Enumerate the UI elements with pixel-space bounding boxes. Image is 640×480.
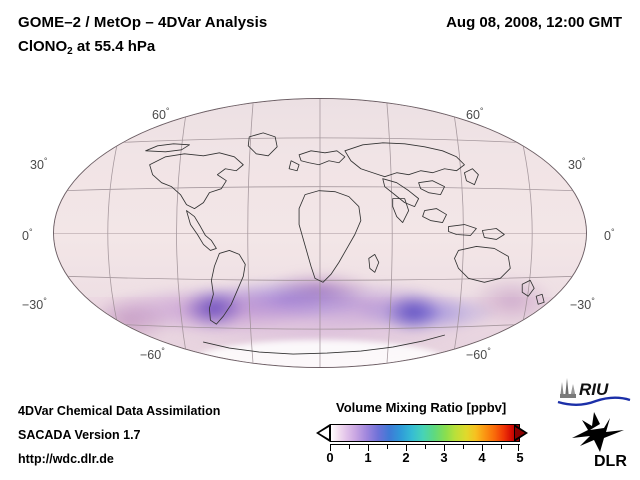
colorbar-gradient	[330, 424, 520, 442]
colorbar	[316, 423, 528, 445]
lat-label-left-30s: −30°	[22, 296, 47, 313]
lat-label-right-30s: −30°	[570, 296, 595, 313]
riu-wave-icon	[557, 396, 631, 406]
page-title: GOME–2 / MetOp – 4DVar Analysis	[18, 14, 268, 31]
lat-label-right-0: 0°	[604, 227, 615, 244]
colorbar-tick-label: 2	[402, 450, 410, 465]
colorbar-tick-label: 0	[326, 450, 334, 465]
colorbar-tick-minor	[425, 445, 427, 449]
colorbar-tick-major	[518, 445, 520, 451]
colorbar-tick-minor	[349, 445, 351, 449]
graticule-layer	[54, 99, 586, 367]
colorbar-axis	[330, 444, 520, 451]
colorbar-tick-minor	[501, 445, 503, 449]
species-title: ClONO2 at 55.4 hPa	[18, 38, 156, 57]
colorbar-tick-minor	[463, 445, 465, 449]
globe-clip	[54, 99, 586, 367]
colorbar-extend-min-arrow	[316, 424, 330, 442]
dlr-mark-icon	[572, 412, 624, 452]
riu-logo: RIU	[557, 378, 631, 406]
colorbar-tick-label: 4	[478, 450, 486, 465]
colorbar-tick-major	[330, 445, 332, 451]
species-level: at 55.4 hPa	[72, 38, 156, 55]
colorbar-title: Volume Mixing Ratio [ppbv]	[336, 400, 507, 415]
colorbar-tick-major	[444, 445, 446, 451]
timestamp: Aug 08, 2008, 12:00 GMT	[446, 14, 622, 31]
lat-label-right-60n: 60°	[466, 106, 484, 123]
data-blob-indian-ocean	[383, 291, 443, 333]
lat-label-right-60s: −60°	[466, 346, 491, 363]
colorbar-tick-major	[482, 445, 484, 451]
lat-label-left-0: 0°	[22, 227, 33, 244]
mollweide-globe	[53, 98, 587, 368]
colorbar-extend-max-arrow	[514, 424, 528, 442]
lat-label-left-30n: 30°	[30, 156, 48, 173]
colorbar-tick-major	[406, 445, 408, 451]
lat-label-right-30n: 30°	[568, 156, 586, 173]
species-subscript: 2	[67, 46, 73, 57]
colorbar-tick-label: 1	[364, 450, 372, 465]
colorbar-tick-label: 5	[516, 450, 524, 465]
colorbar-tick-minor	[387, 445, 389, 449]
footer-line-assimilation: 4DVar Chemical Data Assimilation	[18, 404, 221, 418]
colorbar-tick-label: 3	[440, 450, 448, 465]
footer-line-url: http://wdc.dlr.de	[18, 452, 114, 466]
map-vector-layer	[54, 99, 586, 367]
riu-spire-icon	[560, 378, 576, 398]
species-name: ClONO	[18, 38, 68, 55]
footer-line-version: SACADA Version 1.7	[18, 428, 141, 442]
colorbar-tick-major	[368, 445, 370, 451]
coastline-layer	[145, 132, 545, 355]
dlr-wordmark: DLR	[594, 453, 627, 470]
lat-label-left-60s: −60°	[140, 346, 165, 363]
riu-wordmark: RIU	[579, 380, 609, 399]
lat-label-left-60n: 60°	[152, 106, 170, 123]
dlr-logo: DLR	[572, 412, 627, 470]
data-blob-southwest	[85, 297, 172, 346]
data-blob-southeast	[468, 275, 555, 325]
map-panel	[53, 98, 587, 368]
